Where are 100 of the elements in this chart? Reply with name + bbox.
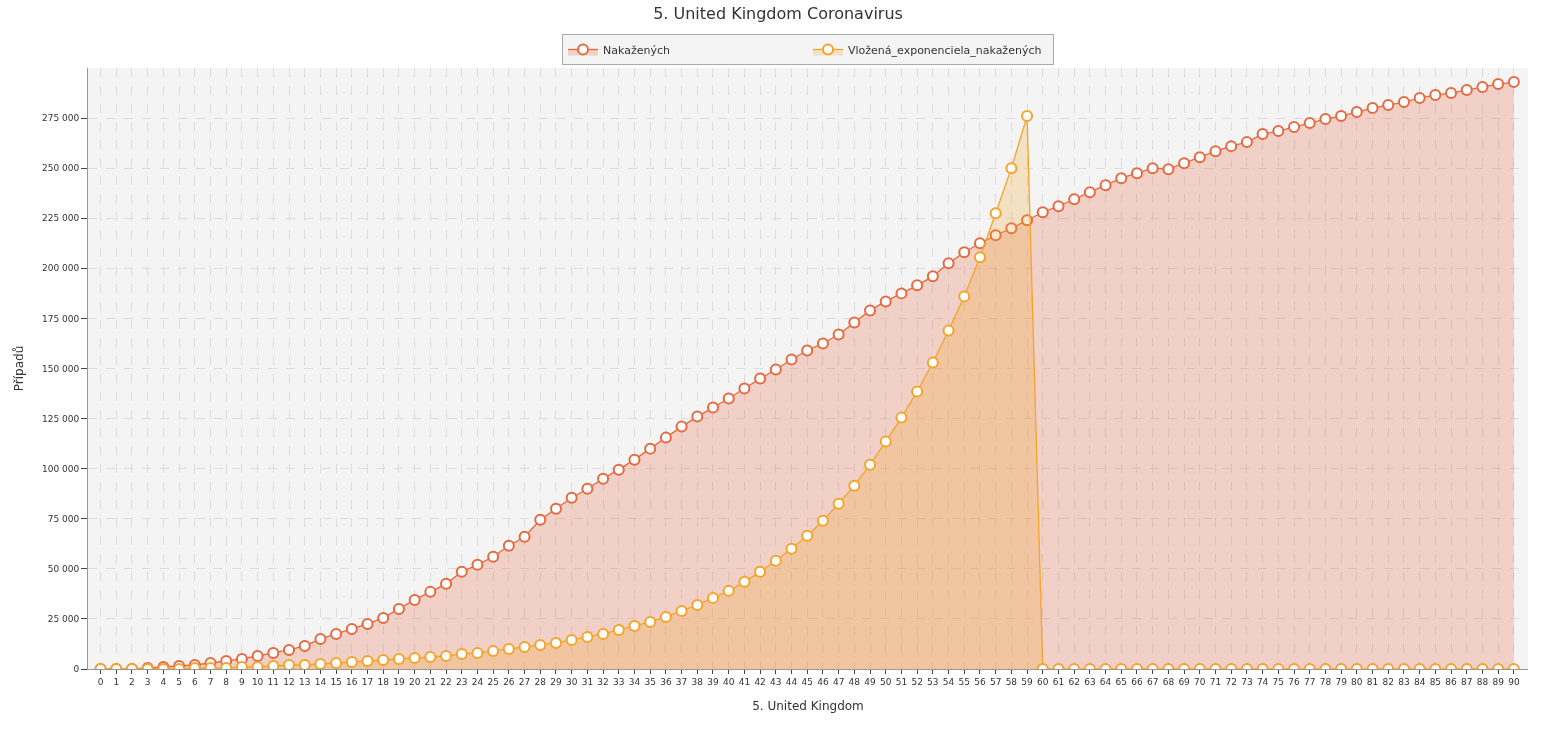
x-tick-label: 35: [644, 676, 656, 687]
x-tick-label: 63: [1084, 676, 1096, 687]
x-tick-label: 25: [487, 676, 499, 687]
x-tick-label: 86: [1445, 676, 1458, 687]
x-tick-label: 47: [832, 676, 845, 687]
x-tick-label: 54: [942, 676, 955, 687]
x-tick-label: 44: [785, 676, 798, 687]
x-tick-label: 14: [314, 676, 327, 687]
x-tick-label: 49: [864, 676, 877, 687]
x-tick-label: 34: [628, 676, 641, 687]
x-tick-label: 90: [1508, 676, 1520, 687]
x-tick-label: 76: [1288, 676, 1301, 687]
x-tick-label: 23: [456, 676, 468, 687]
x-tick-label: 83: [1398, 676, 1410, 687]
x-tick-label: 55: [958, 676, 970, 687]
x-tick-label: 57: [989, 676, 1002, 687]
x-tick-label: 70: [1194, 676, 1206, 687]
legend-label: Nakažených: [603, 43, 670, 57]
x-tick-label: 74: [1256, 676, 1269, 687]
x-tick-label: 2: [129, 676, 135, 687]
x-tick-label: 48: [848, 676, 861, 687]
x-tick-label: 45: [801, 676, 813, 687]
x-tick-label: 78: [1319, 676, 1332, 687]
x-tick-label: 6: [191, 676, 198, 687]
x-tick-label: 72: [1225, 676, 1237, 687]
x-tick-label: 75: [1272, 676, 1285, 687]
x-tick-label: 65: [1115, 676, 1128, 687]
x-tick-label: 36: [660, 676, 672, 687]
x-tick-label: 12: [283, 676, 295, 687]
x-axis-title: 5. United Kingdom: [752, 698, 864, 713]
x-tick-label: 84: [1413, 676, 1426, 687]
y-axis-title: Případů: [12, 345, 27, 392]
x-tick-label: 56: [974, 676, 986, 687]
x-tick-label: 88: [1476, 676, 1489, 687]
y-tick-label: 100 000: [41, 463, 80, 474]
y-tick-label: 75 000: [47, 513, 80, 524]
x-tick-label: 28: [534, 676, 547, 687]
x-tick-label: 31: [581, 676, 594, 687]
x-tick-label: 67: [1146, 676, 1159, 687]
y-tick-label: 25 000: [47, 614, 80, 625]
x-tick-label: 22: [440, 676, 452, 687]
y-tick-label: 0: [73, 664, 80, 675]
x-tick-label: 10: [251, 676, 264, 687]
x-tick-label: 69: [1178, 676, 1191, 687]
x-tick-label: 87: [1461, 676, 1473, 687]
legend-label: Vložená_exponenciela_nakažených: [848, 43, 1042, 57]
x-tick-label: 62: [1068, 676, 1080, 687]
y-tick-label: 200 000: [41, 263, 80, 274]
x-tick-label: 24: [471, 676, 484, 687]
x-tick-label: 4: [160, 676, 167, 687]
x-tick-label: 16: [346, 676, 358, 687]
x-tick-label: 77: [1303, 676, 1316, 687]
x-tick-label: 9: [239, 676, 246, 687]
x-tick-label: 73: [1241, 676, 1253, 687]
x-tick-label: 5: [176, 676, 182, 687]
x-tick-label: 81: [1366, 676, 1379, 687]
x-tick-label: 58: [1005, 676, 1018, 687]
x-tick-label: 53: [927, 676, 939, 687]
x-tick-label: 30: [565, 676, 578, 687]
x-tick-label: 66: [1131, 676, 1143, 687]
x-tick-label: 51: [895, 676, 908, 687]
y-tick-label: 50 000: [47, 563, 80, 574]
x-tick-label: 52: [911, 676, 923, 687]
y-tick-label: 125 000: [41, 413, 80, 424]
x-tick-label: 0: [97, 676, 104, 687]
x-tick-label: 18: [377, 676, 390, 687]
x-tick-label: 1: [113, 676, 120, 687]
x-tick-label: 80: [1351, 676, 1363, 687]
x-tick-label: 85: [1429, 676, 1442, 687]
x-tick-label: 68: [1162, 676, 1175, 687]
x-tick-label: 41: [738, 676, 751, 687]
x-tick-label: 82: [1382, 676, 1394, 687]
x-tick-label: 40: [722, 676, 735, 687]
y-tick-label: 275 000: [41, 113, 80, 124]
x-tick-label: 39: [707, 676, 719, 687]
x-tick-label: 11: [267, 676, 280, 687]
x-tick-label: 79: [1335, 676, 1348, 687]
y-tick-label: 150 000: [41, 363, 80, 374]
x-tick-label: 3: [144, 676, 151, 687]
x-tick-label: 7: [207, 676, 214, 687]
x-tick-label: 60: [1037, 676, 1049, 687]
x-tick-label: 32: [597, 676, 609, 687]
x-tick-label: 17: [361, 676, 374, 687]
x-tick-label: 13: [298, 676, 311, 687]
x-tick-label: 61: [1052, 676, 1065, 687]
x-tick-label: 8: [223, 676, 230, 687]
chart-title: 5. United Kingdom Coronavirus: [653, 3, 903, 23]
x-tick-label: 27: [518, 676, 531, 687]
y-tick-label: 225 000: [41, 213, 80, 224]
x-tick-label: 29: [550, 676, 562, 687]
y-tick-label: 175 000: [41, 313, 80, 324]
x-tick-label: 71: [1209, 676, 1222, 687]
x-tick-label: 15: [330, 676, 342, 687]
x-tick-label: 26: [503, 676, 515, 687]
y-tick-label: 250 000: [41, 163, 80, 174]
x-tick-label: 59: [1021, 676, 1034, 687]
x-tick-label: 43: [770, 676, 782, 687]
x-tick-label: 46: [817, 676, 829, 687]
x-tick-label: 64: [1099, 676, 1112, 687]
x-tick-label: 20: [408, 676, 421, 687]
